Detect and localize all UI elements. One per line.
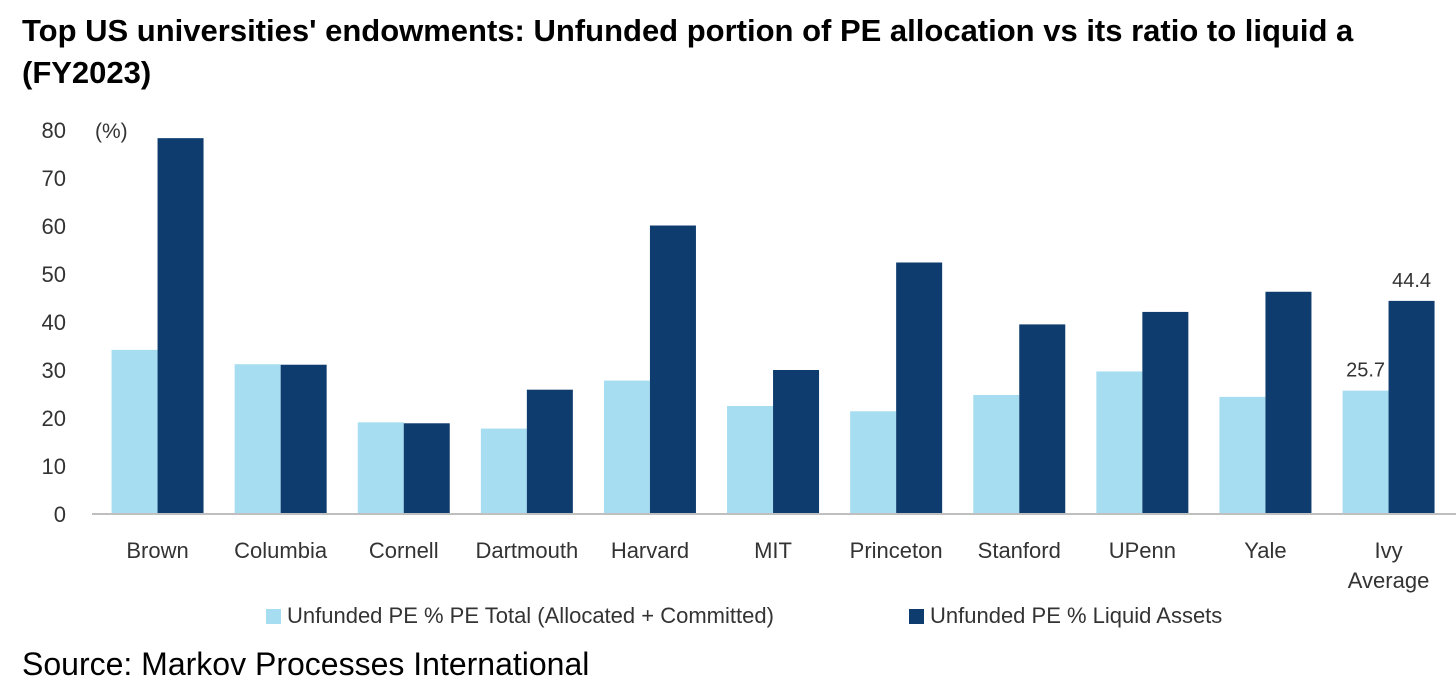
x-tick-label: Average [1348,568,1430,593]
legend-item-series-1: Unfunded PE % PE Total (Allocated + Comm… [266,603,774,629]
bar-series-1 [727,406,774,514]
bar-series-1 [111,349,158,514]
legend-label-series-1: Unfunded PE % PE Total (Allocated + Comm… [287,603,774,628]
data-label-series-2: 44.4 [1392,270,1431,292]
y-tick-label: 70 [42,166,66,191]
bar-series-2 [157,138,204,514]
bar-series-1 [603,380,650,514]
x-tick-label: Princeton [850,538,943,563]
chart-title-line2: (FY2023) [22,55,152,90]
bar-series-1 [973,394,1020,514]
x-tick-label: Yale [1244,538,1286,563]
x-tick-label: Stanford [978,538,1061,563]
y-tick-label: 50 [42,262,66,287]
legend-item-series-2: Unfunded PE % Liquid Assets [909,603,1222,629]
bar-series-1 [1342,390,1389,514]
x-tick-label: Ivy [1374,538,1402,563]
bar-series-2 [526,389,573,514]
x-tick-label: Dartmouth [475,538,578,563]
y-tick-label: 40 [42,310,66,335]
y-tick-label: 20 [42,406,66,431]
bar-series-1 [480,428,527,514]
bar-series-2 [896,262,943,514]
bar-series-1 [1096,371,1143,514]
x-tick-label: UPenn [1109,538,1176,563]
bar-series-1 [234,364,281,514]
bar-series-2 [280,364,327,514]
bar-series-1 [357,422,404,514]
bar-chart: 0 10 20 30 40 50 60 70 80 (%) Brown Columbia Cornell… [42,118,1456,593]
y-tick-label: 10 [42,454,66,479]
bar-series-2 [649,225,696,514]
x-tick-label: MIT [754,538,792,563]
bar-series-2 [773,370,820,514]
y-unit-label: (%) [95,120,128,143]
bar-series-1 [1219,396,1266,514]
bar-series-2 [1142,311,1189,514]
bar-series-2 [403,423,450,514]
source-note: Source: Markov Processes International [22,646,590,682]
y-tick-label: 60 [42,214,66,239]
x-tick-label: Columbia [234,538,328,563]
bar-series-2 [1388,300,1435,514]
bar-series-1 [850,411,897,514]
y-tick-label: 0 [54,502,66,527]
y-tick-label: 30 [42,358,66,383]
chart-title-line1: Top US universities' endowments: Unfunde… [22,13,1354,48]
legend-swatch-series-1 [266,608,281,624]
chart-title: Top US universities' endowments: Unfunde… [22,10,1456,94]
bar-series-2 [1019,324,1066,514]
x-tick-label: Harvard [611,538,689,563]
x-tick-label: Cornell [369,538,439,563]
legend-swatch-series-2 [909,608,924,624]
data-label-series-1: 25.7 [1346,360,1385,382]
x-tick-label: Brown [126,538,188,563]
legend-label-series-2: Unfunded PE % Liquid Assets [930,603,1223,628]
bar-series-2 [1265,291,1312,514]
y-tick-label: 80 [42,118,66,143]
